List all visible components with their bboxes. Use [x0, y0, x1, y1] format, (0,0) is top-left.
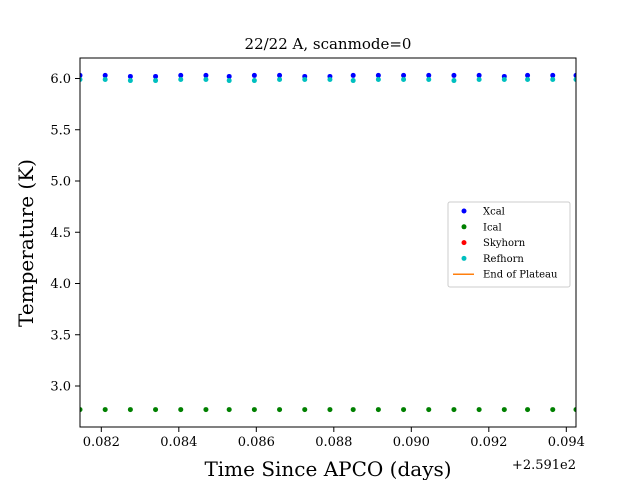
- y-tick-label: 4.0: [50, 277, 71, 292]
- x-tick-label: 0.094: [548, 435, 585, 450]
- point-ical: [525, 407, 531, 413]
- legend-label-refhorn: Refhorn: [483, 254, 524, 265]
- point-refhorn: [153, 78, 159, 84]
- x-tick-label: 0.088: [315, 435, 352, 450]
- point-ical: [102, 407, 108, 413]
- y-tick-label: 5.5: [50, 123, 71, 138]
- y-axis-label: Temperature (K): [14, 159, 38, 327]
- point-refhorn: [251, 78, 257, 84]
- chart-title: 22/22 A, scanmode=0: [245, 35, 412, 53]
- legend: Xcal Ical Skyhorn Refhorn End of Plateau: [447, 201, 571, 288]
- point-ical: [375, 407, 381, 413]
- point-refhorn: [102, 77, 108, 83]
- point-refhorn: [426, 77, 432, 83]
- point-ical: [573, 407, 576, 413]
- point-xcal: [476, 72, 482, 78]
- point-refhorn: [476, 77, 482, 83]
- point-ical: [302, 407, 308, 413]
- point-refhorn: [226, 78, 232, 84]
- legend-swatch-refhorn: [461, 255, 467, 261]
- point-xcal: [401, 72, 407, 78]
- data-markers: [80, 72, 576, 413]
- point-ical: [476, 407, 482, 413]
- point-ical: [80, 407, 83, 413]
- point-xcal: [153, 73, 159, 79]
- point-refhorn: [80, 77, 83, 83]
- legend-swatch-skyhorn: [461, 240, 467, 246]
- point-xcal: [550, 72, 556, 78]
- point-ical: [178, 407, 184, 413]
- point-refhorn: [451, 78, 457, 84]
- x-tick-label: 0.084: [160, 435, 197, 450]
- point-refhorn: [327, 77, 333, 83]
- point-xcal: [350, 72, 356, 78]
- legend-swatch-xcal: [461, 208, 467, 214]
- point-refhorn: [277, 77, 283, 83]
- point-refhorn: [401, 77, 407, 83]
- point-ical: [226, 407, 232, 413]
- point-xcal: [226, 73, 232, 79]
- point-refhorn: [550, 77, 556, 83]
- point-xcal: [426, 72, 432, 78]
- point-refhorn: [302, 77, 308, 83]
- point-xcal: [178, 72, 184, 78]
- y-tick-label: 3.0: [50, 380, 71, 395]
- point-ical: [251, 407, 257, 413]
- point-xcal: [251, 72, 257, 78]
- point-ical: [127, 407, 133, 413]
- y-tick-label: 5.0: [50, 175, 71, 190]
- point-refhorn: [375, 77, 381, 83]
- plot-frame: [79, 57, 577, 428]
- point-ical: [451, 407, 457, 413]
- legend-label-ical: Ical: [483, 222, 502, 233]
- x-tick-label: 0.092: [470, 435, 507, 450]
- point-ical: [350, 407, 356, 413]
- point-ical: [401, 407, 407, 413]
- point-ical: [153, 407, 159, 413]
- legend-label-skyhorn: Skyhorn: [483, 238, 526, 249]
- x-tick-label: 0.090: [393, 435, 430, 450]
- legend-swatch-ical: [461, 224, 467, 230]
- point-xcal: [375, 72, 381, 78]
- point-ical: [277, 407, 283, 413]
- point-ical: [426, 407, 432, 413]
- point-ical: [327, 407, 333, 413]
- point-refhorn: [178, 77, 184, 83]
- legend-box: [447, 201, 571, 288]
- point-xcal: [203, 72, 209, 78]
- legend-label-xcal: Xcal: [483, 207, 505, 218]
- point-refhorn: [525, 77, 531, 83]
- point-ical: [203, 407, 209, 413]
- x-tick-label: 0.082: [83, 435, 120, 450]
- point-ical: [550, 407, 556, 413]
- x-offset-label: +2.591e2: [512, 458, 576, 473]
- x-tick-label: 0.086: [238, 435, 275, 450]
- point-refhorn: [203, 77, 209, 83]
- y-tick-label: 3.5: [50, 328, 71, 343]
- point-refhorn: [127, 78, 133, 84]
- point-xcal: [277, 72, 283, 78]
- legend-label-end-of-plateau: End of Plateau: [483, 270, 558, 281]
- y-tick-label: 4.5: [50, 226, 71, 241]
- point-refhorn: [501, 77, 507, 83]
- point-refhorn: [573, 77, 576, 83]
- x-axis-label: Time Since APCO (days): [204, 457, 451, 480]
- point-xcal: [80, 72, 83, 78]
- point-xcal: [127, 73, 133, 79]
- point-xcal: [102, 72, 108, 78]
- point-xcal: [525, 72, 531, 78]
- point-ical: [501, 407, 507, 413]
- point-xcal: [451, 72, 457, 78]
- y-tick-label: 6.0: [50, 72, 71, 87]
- point-refhorn: [350, 78, 356, 84]
- plot-area: 0.082 0.084 0.086 0.088 0.090 0.092 0.094 3.0 3.…: [50, 57, 585, 450]
- point-xcal: [573, 72, 576, 78]
